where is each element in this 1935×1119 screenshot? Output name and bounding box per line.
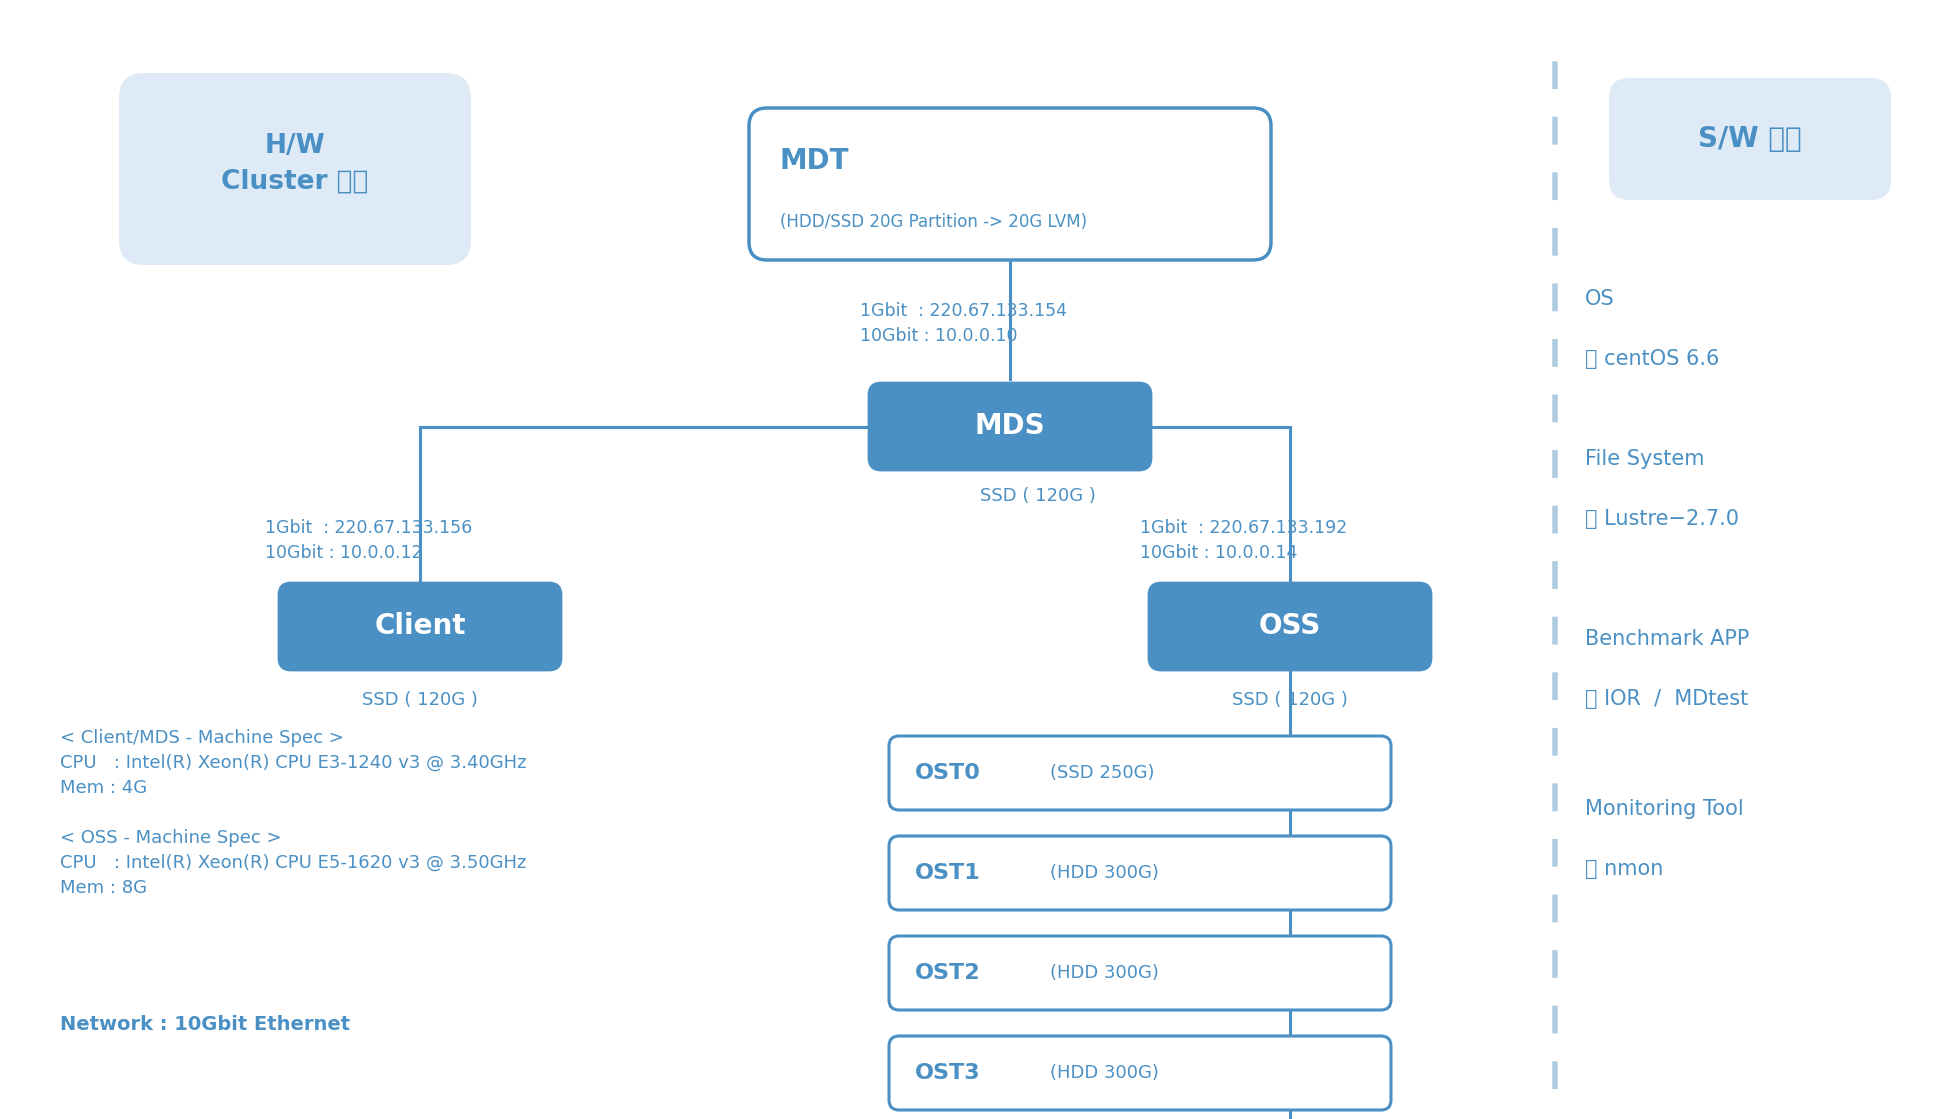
Text: OST1: OST1 [915, 863, 981, 883]
Text: OS: OS [1585, 289, 1614, 309]
Text: 1Gbit  : 220.67.133.192
10Gbit : 10.0.0.14: 1Gbit : 220.67.133.192 10Gbit : 10.0.0.1… [1140, 519, 1347, 562]
Text: OST0: OST0 [915, 763, 981, 783]
Text: ： Lustre−2.7.0: ： Lustre−2.7.0 [1585, 509, 1740, 529]
FancyBboxPatch shape [888, 836, 1391, 910]
FancyBboxPatch shape [888, 935, 1391, 1010]
Text: Client: Client [373, 612, 466, 640]
FancyBboxPatch shape [888, 1036, 1391, 1110]
Text: Monitoring Tool: Monitoring Tool [1585, 799, 1743, 819]
Text: SSD ( 120G ): SSD ( 120G ) [1233, 692, 1349, 709]
Text: OST2: OST2 [915, 963, 981, 982]
FancyBboxPatch shape [869, 383, 1151, 470]
FancyBboxPatch shape [1610, 78, 1890, 200]
Text: MDT: MDT [780, 147, 849, 175]
Text: (HDD 300G): (HDD 300G) [1051, 963, 1159, 982]
Text: 1Gbit  : 220.67.133.156
10Gbit : 10.0.0.12: 1Gbit : 220.67.133.156 10Gbit : 10.0.0.1… [265, 519, 472, 562]
FancyBboxPatch shape [749, 109, 1271, 260]
Text: ： centOS 6.6: ： centOS 6.6 [1585, 349, 1720, 369]
Text: MDS: MDS [975, 413, 1045, 441]
Text: SSD ( 120G ): SSD ( 120G ) [979, 487, 1095, 505]
FancyBboxPatch shape [279, 583, 561, 670]
Text: SSD ( 120G ): SSD ( 120G ) [362, 692, 478, 709]
Text: (HDD/SSD 20G Partition -> 20G LVM): (HDD/SSD 20G Partition -> 20G LVM) [780, 213, 1087, 231]
Text: < Client/MDS - Machine Spec >
CPU   : Intel(R) Xeon(R) CPU E3-1240 v3 @ 3.40GHz
: < Client/MDS - Machine Spec > CPU : Inte… [60, 728, 526, 897]
Text: ： IOR  /  MDtest: ： IOR / MDtest [1585, 689, 1747, 709]
Text: OSS: OSS [1260, 612, 1322, 640]
Text: OST3: OST3 [915, 1063, 981, 1083]
Text: ： nmon: ： nmon [1585, 859, 1664, 880]
Text: 1Gbit  : 220.67.133.154
10Gbit : 10.0.0.10: 1Gbit : 220.67.133.154 10Gbit : 10.0.0.1… [859, 302, 1066, 345]
Text: S/W 환경: S/W 환경 [1699, 125, 1801, 153]
Text: (HDD 300G): (HDD 300G) [1051, 1064, 1159, 1082]
FancyBboxPatch shape [888, 736, 1391, 810]
FancyBboxPatch shape [1149, 583, 1432, 670]
Text: H/W
Cluster 환경: H/W Cluster 환경 [221, 133, 370, 195]
Text: Benchmark APP: Benchmark APP [1585, 629, 1749, 649]
Text: File System: File System [1585, 449, 1705, 469]
Text: Network : 10Gbit Ethernet: Network : 10Gbit Ethernet [60, 1015, 350, 1034]
Text: (SSD 250G): (SSD 250G) [1051, 764, 1155, 782]
FancyBboxPatch shape [118, 73, 470, 265]
Text: (HDD 300G): (HDD 300G) [1051, 864, 1159, 882]
